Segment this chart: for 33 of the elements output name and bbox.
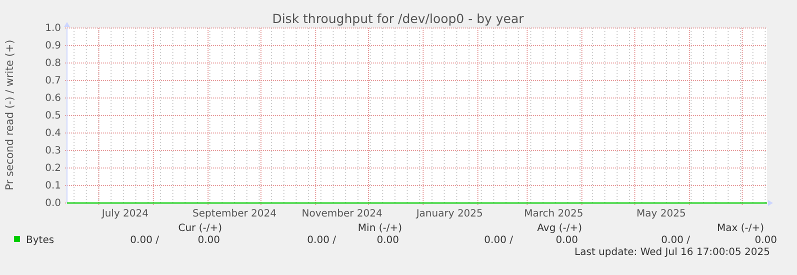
x-tick-label: July 2024	[100, 208, 148, 220]
y-tick-label: 0.9	[45, 40, 61, 52]
legend-label: Bytes	[26, 235, 54, 246]
text: 0.00 /	[130, 235, 160, 246]
x-tick-label: March 2025	[524, 208, 584, 220]
y-tick-label: 0.0	[45, 198, 61, 210]
text: 0.00	[556, 235, 578, 246]
y-tick-label: 1.0	[45, 23, 61, 34]
text: Last update: Wed Jul 16 17:00:05 2025	[574, 247, 770, 258]
y-tick-label: 0.6	[45, 93, 61, 104]
x-tick-label: November 2024	[302, 208, 382, 220]
text: 0.00	[198, 235, 220, 246]
text: 0.00	[754, 235, 777, 246]
text: 0.00 /	[484, 235, 514, 246]
y-axis-title: Pr second read (-) / write (+)	[4, 40, 16, 190]
text: 0.00 /	[661, 235, 691, 246]
text: Min (-/+)	[358, 223, 402, 234]
y-tick-label: 0.7	[45, 76, 61, 87]
y-tick-label: 0.1	[45, 180, 61, 192]
text: 0.00	[376, 235, 399, 246]
y-tick-label: 0.5	[45, 110, 61, 122]
y-tick-label: 0.3	[45, 146, 61, 157]
text: Max (-/+)	[716, 223, 764, 234]
x-tick-label: January 2025	[415, 208, 483, 220]
x-tick-label: September 2024	[192, 208, 276, 220]
y-tick-label: 0.2	[45, 163, 61, 174]
y-tick-label: 0.8	[45, 58, 61, 70]
text: 0.00 /	[307, 235, 337, 246]
y-tick-label: 0.4	[45, 128, 61, 140]
chart-title: Disk throughput for /dev/loop0 - by year	[272, 11, 525, 26]
text: Cur (-/+)	[178, 223, 222, 234]
text: Avg (-/+)	[537, 223, 582, 234]
x-tick-label: May 2025	[636, 208, 686, 220]
